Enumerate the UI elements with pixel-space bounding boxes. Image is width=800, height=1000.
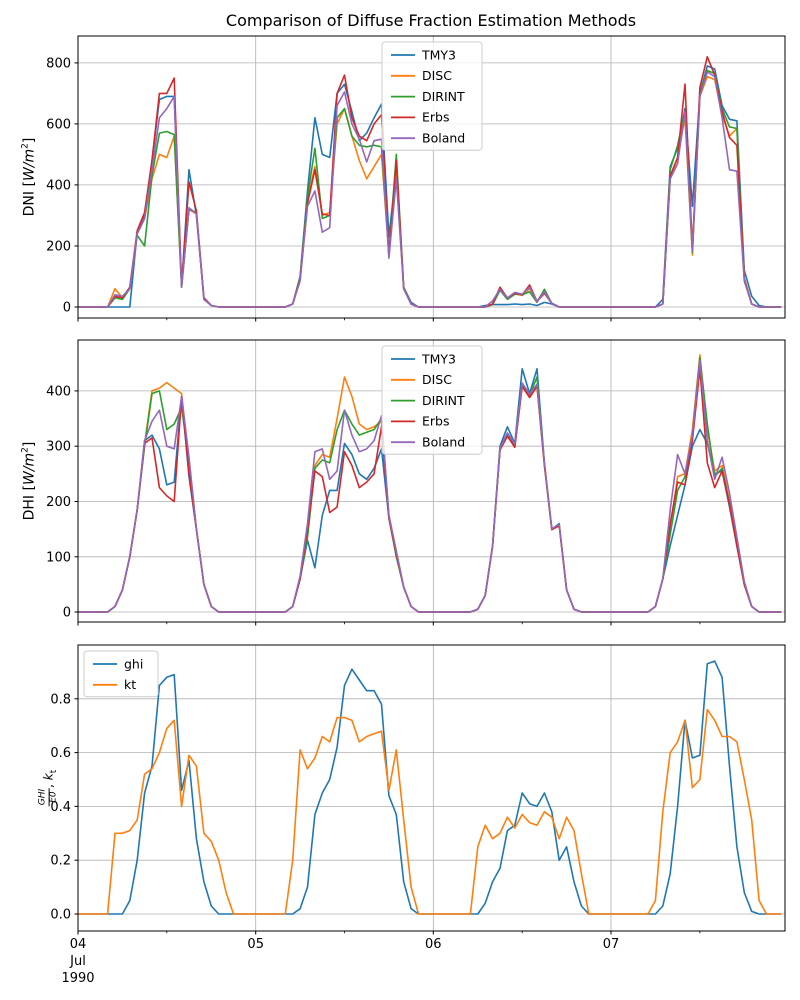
x-axis-offset-year: 1990 [61, 971, 95, 986]
legend-label: DISC [422, 68, 452, 83]
legend-label: Boland [422, 131, 465, 146]
y-tick-label: 0.4 [50, 800, 71, 815]
axes-frame [77, 35, 786, 319]
y-tick-label: 300 [46, 440, 71, 455]
legend-box [381, 345, 483, 455]
series-line-kt [78, 708, 782, 915]
chart-title: Comparison of Diffuse Fraction Estimatio… [225, 11, 637, 30]
legend-label: TMY3 [421, 351, 456, 366]
y-tick-label: 0 [63, 606, 71, 621]
y-tick-label: 400 [46, 384, 71, 399]
legend-label: DIRINT [422, 89, 465, 104]
series-line-Boland [78, 71, 782, 308]
x-tick-label: 06 [425, 937, 442, 952]
x-tick-label: 07 [603, 937, 620, 952]
legend-label: TMY3 [421, 47, 456, 62]
y-tick-label: 400 [46, 178, 71, 193]
legend-label: Boland [422, 435, 465, 450]
y-tick-label: 800 [46, 56, 71, 71]
y-tick-label: 0.8 [50, 692, 71, 707]
legend-label: DISC [422, 372, 452, 387]
y-tick-label: 0.6 [50, 746, 71, 761]
y-tick-label: 100 [46, 550, 71, 565]
legend-label: Erbs [422, 110, 449, 125]
y-tick-label: 0 [63, 301, 71, 316]
legend-label: DIRINT [422, 393, 465, 408]
axes-frame [77, 644, 786, 932]
x-tick-label: 04 [70, 937, 87, 952]
legend-label: Erbs [422, 414, 449, 429]
x-axis-offset-month: Jul [70, 954, 86, 969]
x-tick-label: 05 [247, 937, 264, 952]
x-axis-offset-label: Jul 1990 [61, 953, 94, 987]
y-tick-label: 0.0 [50, 908, 71, 923]
series-line-Boland [78, 359, 782, 613]
y-tick-label: 600 [46, 117, 71, 132]
y-tick-label: 200 [46, 495, 71, 510]
y-tick-label: 0.2 [50, 854, 71, 869]
legend-box [83, 650, 159, 698]
axes-frame [77, 339, 786, 623]
legend-label: ghi [124, 656, 143, 671]
y-tick-label: 200 [46, 240, 71, 255]
legend-label: kt [124, 677, 136, 692]
legend-box [381, 41, 483, 151]
